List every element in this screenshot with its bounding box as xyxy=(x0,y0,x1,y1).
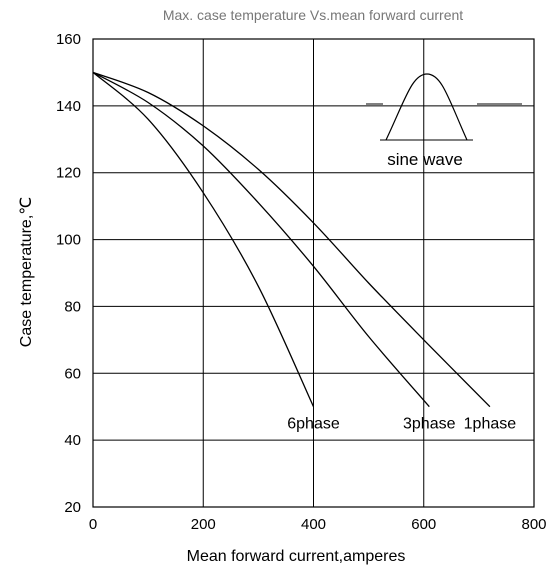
y-tick-label: 40 xyxy=(64,432,81,449)
x-tick-label: 200 xyxy=(191,516,216,533)
x-tick-label: 0 xyxy=(89,516,97,533)
series-labels: 1phase 3phase 6phase xyxy=(287,416,516,433)
series-label-6phase: 6phase xyxy=(287,416,340,433)
x-tick-label: 400 xyxy=(301,516,326,533)
y-axis-label: Case temperature,℃ xyxy=(18,197,35,347)
x-axis-label: Mean forward current,amperes xyxy=(187,548,406,565)
plot-frame xyxy=(92,38,535,508)
y-tick-label: 140 xyxy=(56,98,81,115)
y-tick-label: 80 xyxy=(64,298,81,315)
series-label-1phase: 1phase xyxy=(464,416,517,433)
series-label-3phase: 3phase xyxy=(403,416,456,433)
series-line-6phase xyxy=(92,71,315,407)
y-tick-label: 120 xyxy=(56,165,81,182)
x-tick-labels: 0 200 400 600 800 xyxy=(89,516,547,533)
series-line-3phase xyxy=(92,71,430,408)
y-tick-label: 100 xyxy=(56,232,81,249)
y-tick-label: 60 xyxy=(64,365,81,382)
sine-wave-label: sine wave xyxy=(387,150,463,169)
sine-wave-curve xyxy=(385,73,468,141)
y-tick-label: 160 xyxy=(56,31,81,48)
y-tick-label: 20 xyxy=(64,499,81,516)
y-tick-labels: 20 40 60 80 100 120 140 160 xyxy=(56,31,81,516)
sine-wave-icon xyxy=(366,73,522,141)
x-tick-label: 800 xyxy=(521,516,546,533)
series-line-1phase xyxy=(92,71,491,408)
grid xyxy=(93,39,534,507)
x-tick-label: 600 xyxy=(411,516,436,533)
chart-title: Max. case temperature Vs.mean forward cu… xyxy=(163,7,463,23)
series-lines xyxy=(92,71,491,408)
